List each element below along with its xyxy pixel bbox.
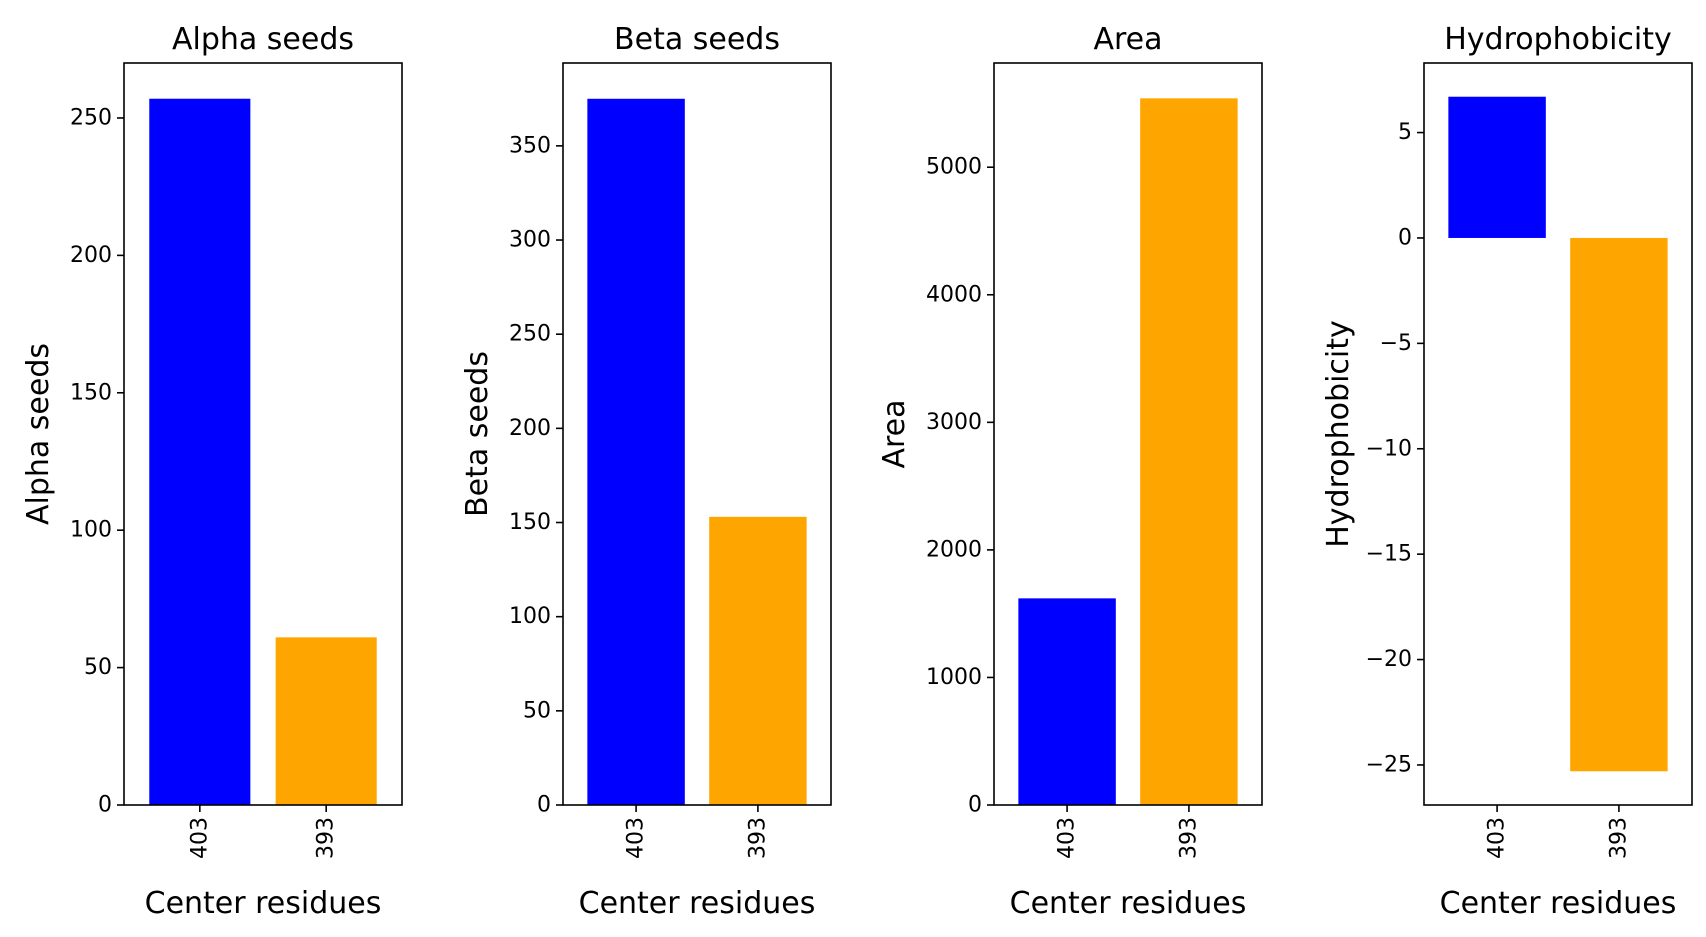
bar-393 [1140, 98, 1238, 806]
x-tick-label: 393 [745, 817, 770, 859]
y-tick-label: 100 [70, 518, 112, 543]
bar-393 [709, 516, 807, 805]
y-axis-label: Beta seeds [460, 351, 495, 517]
plot-frame [562, 62, 832, 806]
chart-panel-2: 0 50 100 150 200 250 300 350 403 393 Beta seeds Cen… [460, 22, 832, 921]
x-tick-label: 403 [187, 817, 212, 859]
y-tick-label: 150 [509, 510, 551, 535]
chart-title: Hydrophobicity [1444, 22, 1672, 57]
x-tick-label: 393 [1606, 817, 1631, 859]
y-tick-label: 100 [509, 604, 551, 629]
plot-frame [1423, 62, 1693, 806]
x-tick-label: 403 [1055, 817, 1080, 859]
bar-403 [149, 98, 251, 805]
y-tick-label: 5000 [926, 155, 982, 180]
y-tick-label: 3000 [926, 410, 982, 435]
x-axis-label: Center residues [579, 886, 816, 921]
chart-panel-4: −25 −20 −15 −10 −5 0 5 403 393 Hydrophobicity Cent… [1321, 22, 1693, 921]
y-tick-label: 300 [509, 228, 551, 253]
y-tick-label: 0 [968, 793, 982, 818]
chart-panel-1: 0 50 100 150 200 250 403 393 Alpha seeds Center r… [21, 22, 403, 921]
x-tick-label: 393 [1176, 817, 1201, 859]
y-tick-label: 200 [509, 416, 551, 441]
y-axis-label: Area [877, 399, 912, 468]
y-tick-label: −25 [1366, 752, 1412, 777]
y-axis-label: Hydrophobicity [1321, 320, 1356, 548]
y-tick-label: 2000 [926, 537, 982, 562]
x-axis-label: Center residues [145, 886, 382, 921]
plot-frame [993, 62, 1263, 806]
y-tick-label: 50 [523, 698, 551, 723]
y-tick-label: 0 [98, 793, 112, 818]
x-tick-label: 393 [314, 817, 339, 859]
chart-panel-3: 0 1000 2000 3000 4000 5000 403 393 Area Center re… [877, 22, 1263, 921]
y-tick-label: 250 [70, 105, 112, 130]
y-tick-label: 200 [70, 243, 112, 268]
y-tick-label: −5 [1380, 331, 1412, 356]
y-tick-label: −20 [1366, 647, 1412, 672]
y-tick-label: 150 [70, 380, 112, 405]
y-axis-label: Alpha seeds [21, 343, 56, 525]
y-tick-label: 50 [84, 655, 112, 680]
chart-title: Alpha seeds [172, 22, 354, 57]
x-axis-label: Center residues [1010, 886, 1247, 921]
bar-403 [587, 98, 685, 805]
x-axis-label: Center residues [1440, 886, 1677, 921]
x-tick-label: 403 [1485, 817, 1510, 859]
x-tick-label: 403 [624, 817, 649, 859]
y-tick-label: 4000 [926, 282, 982, 307]
bar-393 [1570, 237, 1668, 772]
bar-403 [1018, 598, 1116, 805]
y-tick-label: 0 [537, 793, 551, 818]
bar-403 [1448, 96, 1546, 238]
y-tick-label: 250 [509, 322, 551, 347]
chart-title: Beta seeds [614, 22, 780, 57]
y-tick-label: 5 [1398, 120, 1412, 145]
chart-title: Area [1093, 22, 1162, 57]
y-tick-label: 350 [509, 133, 551, 158]
plot-frame [123, 62, 403, 806]
y-tick-label: −10 [1366, 436, 1412, 461]
bar-393 [275, 637, 377, 805]
y-tick-label: −15 [1366, 542, 1412, 567]
y-tick-label: 1000 [926, 665, 982, 690]
y-tick-label: 0 [1398, 225, 1412, 250]
